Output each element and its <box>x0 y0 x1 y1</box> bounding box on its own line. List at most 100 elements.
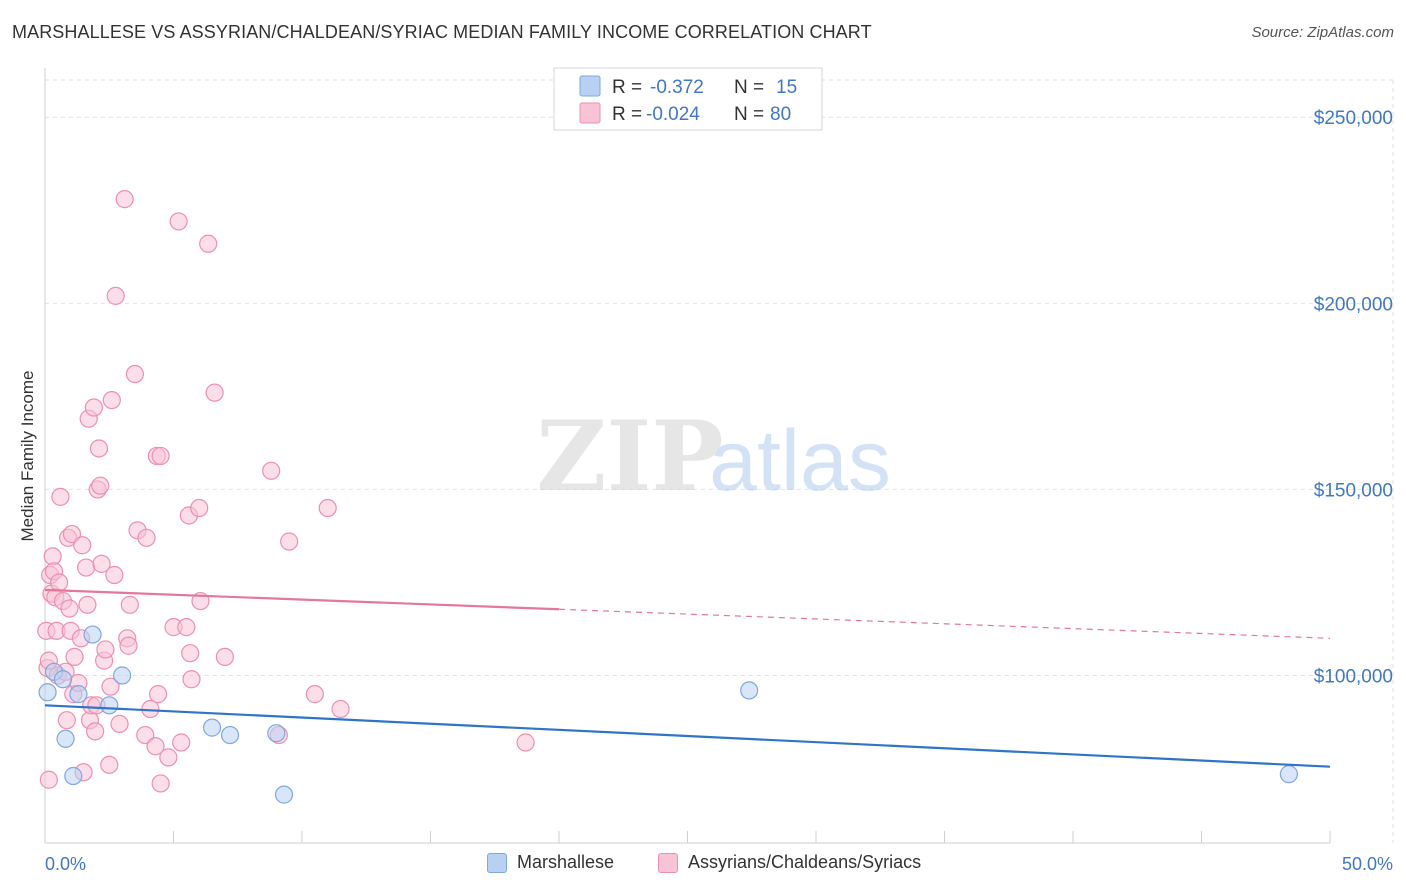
data-point <box>86 722 105 741</box>
data-point <box>202 718 222 737</box>
data-point <box>78 595 97 614</box>
trend-line-assyrians-extrapolated <box>558 608 1331 639</box>
data-point <box>172 733 191 752</box>
data-point <box>110 714 129 733</box>
data-point <box>106 286 125 305</box>
data-point <box>53 670 73 689</box>
data-point <box>62 524 82 544</box>
data-point <box>146 737 165 756</box>
x-tick-label: 0.0% <box>45 854 86 874</box>
data-point <box>39 770 58 789</box>
data-point <box>120 595 139 614</box>
data-point <box>77 558 96 577</box>
y-tick-label: $250,000 <box>1314 108 1393 129</box>
legend-n-label: N = <box>734 77 764 98</box>
data-point <box>84 398 103 417</box>
data-point <box>38 683 57 702</box>
data-point <box>305 685 324 704</box>
data-point <box>56 729 75 748</box>
data-point <box>102 390 121 410</box>
data-point <box>92 554 111 573</box>
watermark-atlas: atlas <box>709 413 891 509</box>
series-blue-points <box>38 625 1298 804</box>
data-point <box>169 212 188 231</box>
data-point <box>274 785 294 804</box>
legend-r-label: R = <box>612 104 642 125</box>
trend-line-marshallese <box>44 704 1331 768</box>
grid-lines <box>45 79 1394 843</box>
data-point <box>151 446 170 466</box>
data-point <box>331 699 350 719</box>
data-point <box>101 677 120 696</box>
trend-lines <box>44 588 1331 768</box>
legend-series: Marshallese Assyrians/Chaldeans/Syriacs <box>0 848 1406 882</box>
data-point <box>280 532 299 551</box>
data-point <box>112 666 132 685</box>
data-point <box>91 476 110 495</box>
y-tick-label: $150,000 <box>1314 480 1393 501</box>
legend-stats: R = -0.372 N = 15 R = -0.024 N = 80 <box>553 67 823 131</box>
legend-n-label: N = <box>734 104 764 125</box>
watermark: ZIP atlas <box>536 400 890 513</box>
y-tick-labels: $100,000 $150,000 $200,000 $250,000 <box>1314 108 1393 687</box>
axes <box>44 68 1331 844</box>
legend-item-assyrians[interactable]: Assyrians/Chaldeans/Syriacs <box>658 852 921 873</box>
legend-r-label: R = <box>612 77 642 98</box>
data-point <box>148 685 168 704</box>
watermark-zip: ZIP <box>536 400 723 513</box>
data-point <box>100 696 119 715</box>
data-point <box>137 528 156 547</box>
data-point <box>51 487 70 506</box>
data-point <box>100 755 119 774</box>
data-point <box>151 774 170 793</box>
data-point <box>220 725 240 745</box>
data-point <box>181 644 200 663</box>
data-point <box>89 439 109 458</box>
data-point <box>267 724 286 743</box>
data-point <box>57 711 76 730</box>
data-point <box>199 234 218 253</box>
trend-line-assyrians <box>44 588 560 611</box>
data-point <box>119 636 138 655</box>
data-point <box>205 383 224 402</box>
y-axis-label: Median Family Income <box>18 370 37 541</box>
data-point <box>60 599 79 618</box>
x-tick-labels: 0.0% 50.0% <box>45 854 1393 874</box>
data-point <box>125 364 145 384</box>
data-point <box>73 536 92 555</box>
y-tick-label: $100,000 <box>1314 667 1393 688</box>
data-point <box>50 573 69 592</box>
legend-label: Marshallese <box>517 852 615 872</box>
data-point <box>64 766 83 786</box>
data-point <box>318 498 337 518</box>
legend-r-value: -0.024 <box>646 104 700 125</box>
legend-swatch-pink <box>579 102 601 124</box>
data-point <box>740 681 759 700</box>
source-credit: Source: ZipAtlas.com <box>1251 24 1394 41</box>
data-point <box>136 725 155 745</box>
data-point <box>262 461 281 480</box>
chart-title: MARSHALLESE VS ASSYRIAN/CHALDEAN/SYRIAC … <box>12 22 872 42</box>
data-point <box>115 190 134 209</box>
legend-n-value: 80 <box>770 104 791 125</box>
data-point <box>215 647 234 667</box>
data-point <box>105 565 124 585</box>
data-point <box>177 618 196 637</box>
data-point <box>159 748 178 767</box>
data-point <box>1279 765 1298 784</box>
legend-n-value: 15 <box>776 77 797 98</box>
legend-swatch-blue <box>487 852 507 873</box>
data-point <box>83 625 102 644</box>
data-point <box>190 498 209 518</box>
legend-swatch-pink <box>658 852 678 873</box>
data-point <box>65 647 84 667</box>
data-point <box>69 685 88 704</box>
legend-r-value: -0.372 <box>650 77 704 98</box>
y-tick-label: $200,000 <box>1314 294 1393 315</box>
legend-label: Assyrians/Chaldeans/Syriacs <box>688 852 922 872</box>
x-tick-label: 50.0% <box>1342 854 1393 874</box>
data-point <box>96 640 115 659</box>
data-point <box>516 733 535 752</box>
legend-item-marshallese[interactable]: Marshallese <box>487 852 614 873</box>
